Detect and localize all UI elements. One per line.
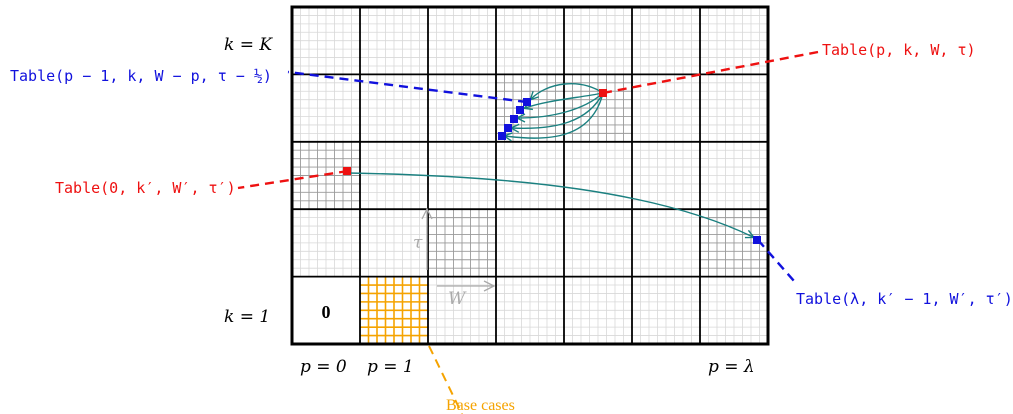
zero-cell: 0 (292, 276, 360, 344)
leader-line-orange (428, 345, 463, 414)
axis-hints: τ W (413, 210, 493, 309)
transition-arrow (525, 92, 604, 108)
source-state-marker (343, 167, 351, 175)
column-label-last: p = λ (708, 357, 755, 377)
annotation-table-p-minus-1: Table(p − 1, k, W − p, τ − ½) (10, 67, 272, 85)
annotation-table-0: Table(0, k′, W′, τ′) (55, 179, 236, 197)
tau-hint-label: τ (413, 233, 423, 253)
transition-arrows (347, 83, 753, 237)
predecessor-state-marker (504, 124, 512, 132)
block-grid (290, 5, 770, 346)
base-cases-grid (360, 276, 428, 344)
transition-arrow (505, 92, 604, 138)
predecessor-state-marker (498, 132, 506, 140)
leader-lines (237, 50, 819, 414)
transition-arrow (518, 92, 604, 118)
table-border (290, 5, 770, 346)
annotation-table-p-k: Table(p, k, W, τ) (822, 41, 976, 59)
leader-line-red (237, 169, 349, 190)
column-label-second: p = 1 (367, 357, 414, 377)
predecessor-state-marker (523, 98, 531, 106)
leader-line-blue (757, 239, 795, 282)
row-label-bottom: k = 1 (224, 307, 270, 327)
row-label-top: k = K (224, 35, 273, 55)
target-state-marker (753, 236, 761, 244)
leader-line-red (602, 50, 819, 95)
current-state-marker (599, 89, 607, 97)
state-markers (343, 89, 761, 244)
column-label-first: p = 0 (300, 357, 347, 377)
predecessor-state-marker (516, 106, 524, 114)
annotation-table-lambda: Table(λ, k′ − 1, W′, τ′) (796, 290, 1013, 308)
leader-line-blue (287, 70, 528, 104)
transition-arrow (512, 92, 604, 128)
transition-arrow (531, 83, 604, 99)
annotation-base-cases: Base cases (446, 397, 515, 414)
predecessor-state-marker (510, 115, 518, 123)
w-hint-label: W (448, 289, 467, 309)
long-transition-arrow (347, 172, 753, 237)
zero-cell-label: 0 (322, 302, 331, 322)
